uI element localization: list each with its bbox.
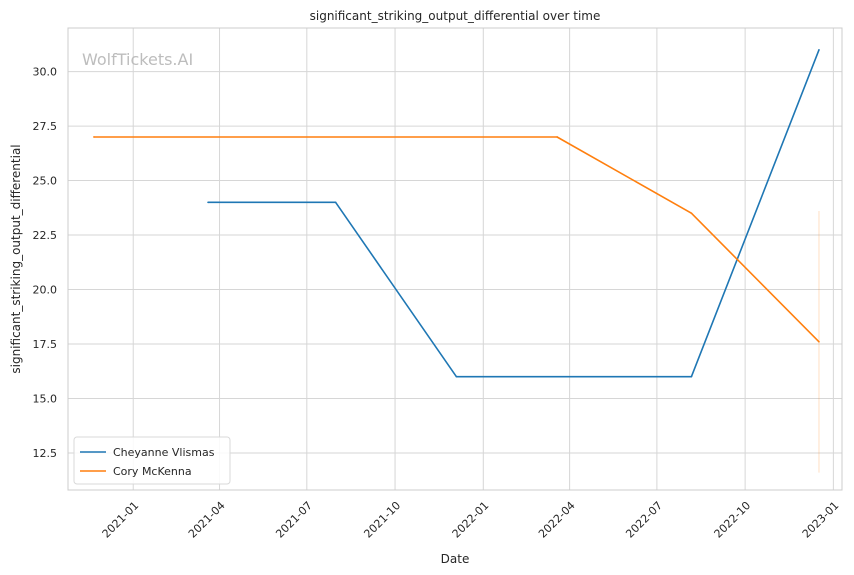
y-axis-label: significant_striking_output_differential: [9, 144, 23, 373]
watermark: WolfTickets.AI: [82, 50, 193, 69]
data-point-cory-mckenna: [818, 341, 820, 343]
y-tick-label: 27.5: [33, 120, 58, 133]
legend: Cheyanne Vlismas Cory McKenna: [73, 436, 231, 485]
y-tick-labels: 12.5 15.0 17.5 20.0 22.5 25.0 27.5 30.0: [33, 66, 58, 460]
x-tick-label: 2023-01: [800, 499, 842, 541]
legend-box: [73, 436, 231, 485]
y-tick-label: 12.5: [33, 447, 58, 460]
x-tick-label: 2021-07: [273, 499, 315, 541]
data-point-cheyanne-vlismas: [334, 201, 337, 204]
y-tick-label: 17.5: [33, 338, 58, 351]
data-point-cheyanne-vlismas: [455, 375, 458, 378]
y-tick-label: 30.0: [33, 66, 58, 79]
data-point-cheyanne-vlismas: [818, 48, 820, 51]
legend-label-cory-mckenna: Cory McKenna: [113, 465, 192, 478]
grid-x: [132, 28, 834, 490]
data-point-cory-mckenna: [690, 212, 693, 215]
series-lines: [93, 48, 820, 378]
series-line-cory-mckenna: [93, 136, 820, 343]
chart-title: significant_striking_output_differential…: [310, 9, 601, 23]
data-point-cory-mckenna: [93, 136, 95, 138]
y-tick-label: 25.0: [33, 175, 58, 188]
y-tick-label: 15.0: [33, 392, 58, 405]
x-tick-label: 2022-04: [536, 499, 578, 541]
data-point-cheyanne-vlismas: [207, 201, 209, 204]
x-tick-label: 2022-10: [712, 499, 754, 541]
y-tick-label: 22.5: [33, 229, 58, 242]
x-tick-label: 2021-10: [361, 499, 403, 541]
x-tick-label: 2021-01: [100, 499, 142, 541]
x-tick-labels: 2021-01 2021-04 2021-07 2021-10 2022-01 2022-…: [100, 499, 842, 541]
series-line-cheyanne-vlismas: [208, 49, 820, 378]
plot-frame: [67, 27, 843, 491]
x-axis-label: Date: [441, 552, 470, 566]
data-point-cory-mckenna: [556, 136, 558, 138]
x-tick-label: 2021-04: [186, 499, 228, 541]
grid-y: [68, 71, 842, 454]
y-tick-label: 20.0: [33, 284, 58, 297]
x-tick-label: 2022-01: [450, 499, 492, 541]
x-tick-label: 2022-07: [623, 499, 665, 541]
data-point-cheyanne-vlismas: [690, 375, 693, 378]
legend-label-cheyanne-vlismas: Cheyanne Vlismas: [113, 446, 215, 459]
